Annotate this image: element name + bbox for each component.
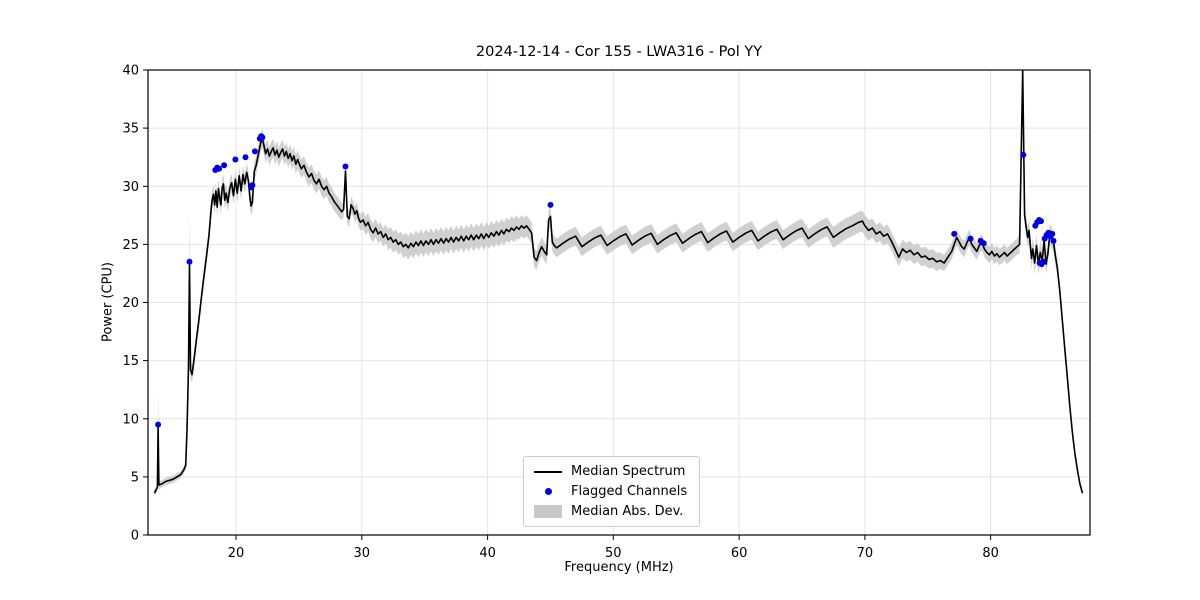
x-tick-label: 60 [731, 546, 748, 561]
legend-label-median-spectrum: Median Spectrum [571, 464, 686, 479]
x-tick-label: 50 [605, 546, 622, 561]
y-tick-label: 40 [122, 64, 139, 79]
y-tick-label: 15 [122, 354, 139, 369]
flagged-channel-point [242, 154, 249, 161]
flagged-channel-point [1020, 151, 1027, 158]
y-axis-label: Power (CPU) [100, 261, 116, 343]
median-spectrum-line [153, 69, 1084, 494]
chart-title: 2024-12-14 - Cor 155 - LWA316 - Pol YY [475, 44, 763, 60]
x-tick-label: 40 [479, 546, 496, 561]
flagged-channel-point [951, 230, 958, 237]
x-tick-label: 80 [982, 546, 999, 561]
legend-patch-swatch [534, 505, 562, 518]
flagged-channel-point [1038, 218, 1044, 225]
flagged-channel-point [155, 421, 162, 428]
flagged-channel-point [547, 201, 554, 208]
flagged-channel-point [186, 258, 193, 265]
legend-line-swatch [534, 470, 562, 473]
y-tick-label: 20 [122, 296, 139, 311]
legend-item-flagged-channels: Flagged Channels [534, 484, 687, 499]
flagged-channel-point [1040, 258, 1047, 265]
flagged-channel-point [216, 165, 223, 172]
flagged-channel-point [221, 162, 228, 169]
flagged-channel-point [980, 240, 987, 247]
y-tick-label: 30 [122, 180, 139, 195]
legend-dot-swatch [534, 486, 562, 498]
x-tick-label: 70 [857, 546, 874, 561]
y-tick-label: 25 [122, 238, 139, 253]
x-tick-label: 30 [354, 546, 371, 561]
flagged-channel-point [1050, 237, 1057, 244]
flagged-channel-point [251, 148, 258, 155]
flagged-channel-point [249, 182, 256, 189]
y-tick-label: 0 [131, 529, 139, 544]
legend-item-median-spectrum: Median Spectrum [534, 464, 687, 479]
flagged-channel-point [342, 163, 349, 170]
y-tick-label: 5 [131, 470, 139, 485]
flagged-channel-point [259, 134, 266, 141]
legend-label-flagged-channels: Flagged Channels [571, 484, 688, 499]
x-axis-label: Frequency (MHz) [564, 560, 674, 575]
y-tick-label: 10 [122, 412, 139, 427]
x-tick-label: 20 [228, 546, 245, 561]
legend-label-mad: Median Abs. Dev. [571, 504, 684, 519]
flagged-channel-point [1049, 230, 1056, 237]
legend: Median Spectrum Flagged Channels Median … [523, 456, 701, 527]
flagged-channel-point [967, 235, 974, 242]
flagged-channel-point [232, 156, 239, 163]
legend-item-mad: Median Abs. Dev. [534, 504, 687, 519]
mad-band [154, 70, 1083, 497]
y-tick-label: 35 [122, 122, 139, 137]
